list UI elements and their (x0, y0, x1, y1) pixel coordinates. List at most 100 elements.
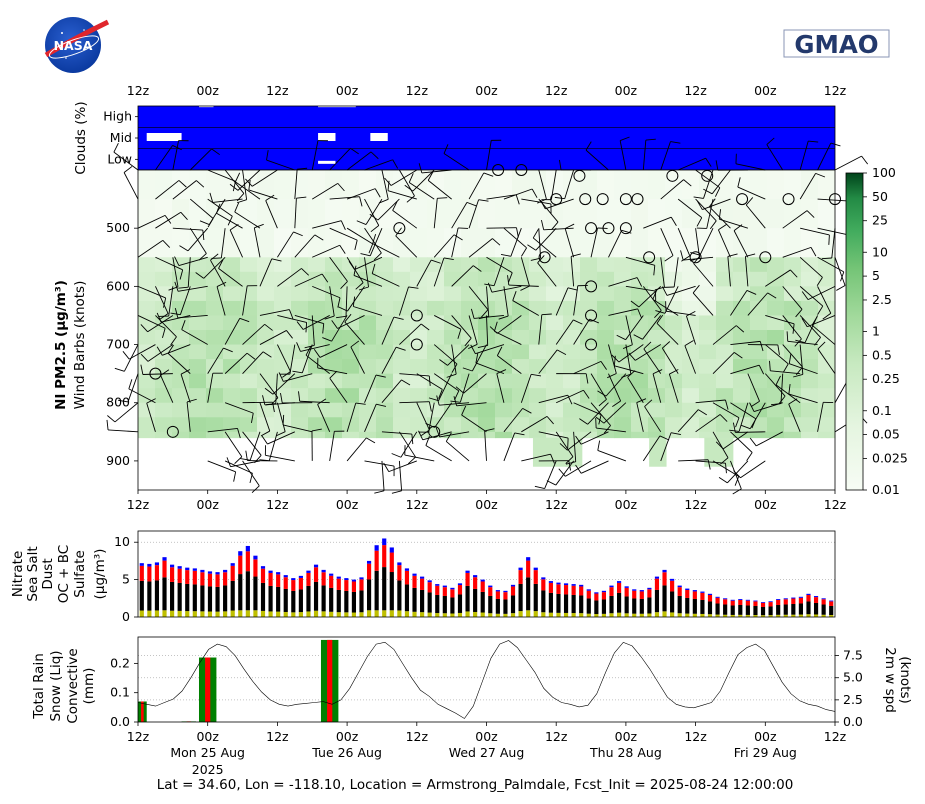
wind-barb (253, 227, 261, 258)
wind-barb-flag (749, 437, 757, 447)
wind-barb (665, 310, 696, 316)
wind-barb-flag (223, 347, 233, 353)
pm25-cell (512, 373, 530, 389)
pm25-cell (189, 417, 207, 433)
dust-bar (670, 580, 675, 592)
pm25-cell (376, 373, 394, 389)
pm25-cell (189, 402, 207, 418)
wind-barb-flag (664, 255, 674, 262)
pm25-cell (393, 315, 411, 331)
wind-barb (312, 220, 342, 229)
wind-barb (737, 186, 766, 200)
wind-barb-flag (656, 314, 664, 324)
oc-bc-bar (306, 585, 311, 612)
dust-bar (223, 572, 228, 586)
pm25-cell (393, 359, 411, 375)
wind-barb-flag (113, 143, 119, 153)
dust-bar (707, 594, 713, 602)
calm-wind-marker (585, 222, 598, 235)
pm25-cell (512, 271, 530, 287)
wind-barb-flag (633, 334, 643, 340)
oc-bc-bar (670, 591, 675, 613)
wind-barb (693, 263, 714, 287)
pm25-ylabel: NI PM2.5 (μg/m³) (53, 280, 69, 410)
pm25-cell (342, 388, 360, 404)
pm25-cell (512, 344, 530, 360)
oc-bc-bar (518, 583, 523, 612)
wind-barb (590, 227, 599, 258)
colorbar-tick-label: 0.1 (872, 403, 892, 418)
wind-barb (311, 315, 315, 346)
wind-barb (283, 373, 313, 382)
wind-barb (459, 373, 470, 403)
top-tick-label: 00z (336, 83, 359, 98)
wind-barb (580, 460, 609, 474)
aerosol-ylabel-4: Sulfate (72, 550, 88, 598)
dust-bar (798, 597, 803, 604)
wind-barb-flag (554, 196, 565, 200)
sulfate-bar (442, 613, 447, 617)
wind-barb (399, 323, 422, 345)
pm25-cell (206, 330, 224, 346)
pm25-cell (784, 402, 802, 418)
sea-salt-bar (344, 578, 349, 581)
wind-barb-flag (371, 263, 376, 274)
wind-barb-flag (418, 430, 424, 441)
wind-barb-flag (759, 341, 764, 352)
wind-barb (503, 227, 527, 249)
pm25-cell (495, 417, 513, 433)
pm25-cell (733, 417, 751, 433)
dust-bar (397, 565, 402, 581)
sea-salt-bar (147, 563, 152, 567)
wind-barb-flag (579, 418, 588, 425)
wind-barb (395, 235, 418, 258)
wind-barb-flag (598, 399, 607, 407)
pm25-cell (529, 257, 547, 273)
pm25-cell (393, 199, 411, 229)
profile-time-tick-label: 00z (196, 497, 219, 512)
wind-barb-flag (355, 402, 366, 405)
pm25-cell (784, 300, 802, 316)
pm25-cell (563, 359, 581, 375)
wind-barb (350, 346, 365, 374)
wind-barb (661, 347, 679, 374)
sea-salt-bar (798, 596, 803, 598)
pm25-cell (138, 373, 156, 389)
bottom-time-tick-label: 00z (336, 729, 359, 744)
wind-barb-flag (180, 369, 191, 375)
pm25-cell (223, 228, 241, 258)
sulfate-bar (420, 612, 425, 617)
wind-barb (695, 460, 726, 464)
pm25-cell (716, 373, 734, 389)
dust-bar (813, 597, 819, 603)
wind-barb (300, 344, 330, 352)
wind-barb (695, 198, 717, 222)
wind-barb (508, 284, 539, 287)
wind-barb-flag (734, 476, 740, 486)
pm25-cell (529, 286, 547, 302)
wind-barb-flag (520, 285, 530, 291)
pm25-cell (580, 330, 598, 346)
calm-wind-marker (759, 251, 772, 264)
pm25-cell (631, 271, 649, 287)
pm25-cell (801, 344, 819, 360)
pm25-cell (767, 417, 785, 433)
sulfate-bar (215, 611, 220, 617)
pm25-cell (189, 300, 207, 316)
pm25-cell (257, 257, 275, 273)
pm25-cell (359, 170, 377, 200)
pm25-cell (699, 373, 717, 389)
pm25-cell (274, 431, 292, 439)
dust-bar (518, 570, 523, 584)
wind-barb (294, 315, 324, 324)
dust-bar (632, 590, 637, 599)
sea-salt-bar (533, 567, 538, 571)
sulfate-bar (662, 611, 667, 617)
sea-salt-bar (654, 576, 660, 579)
wind-barb-flag (551, 221, 559, 231)
oc-bc-bar (359, 590, 364, 613)
wind-barb (267, 431, 296, 445)
pm25-cell (631, 199, 649, 229)
pm25-cell (614, 359, 632, 375)
